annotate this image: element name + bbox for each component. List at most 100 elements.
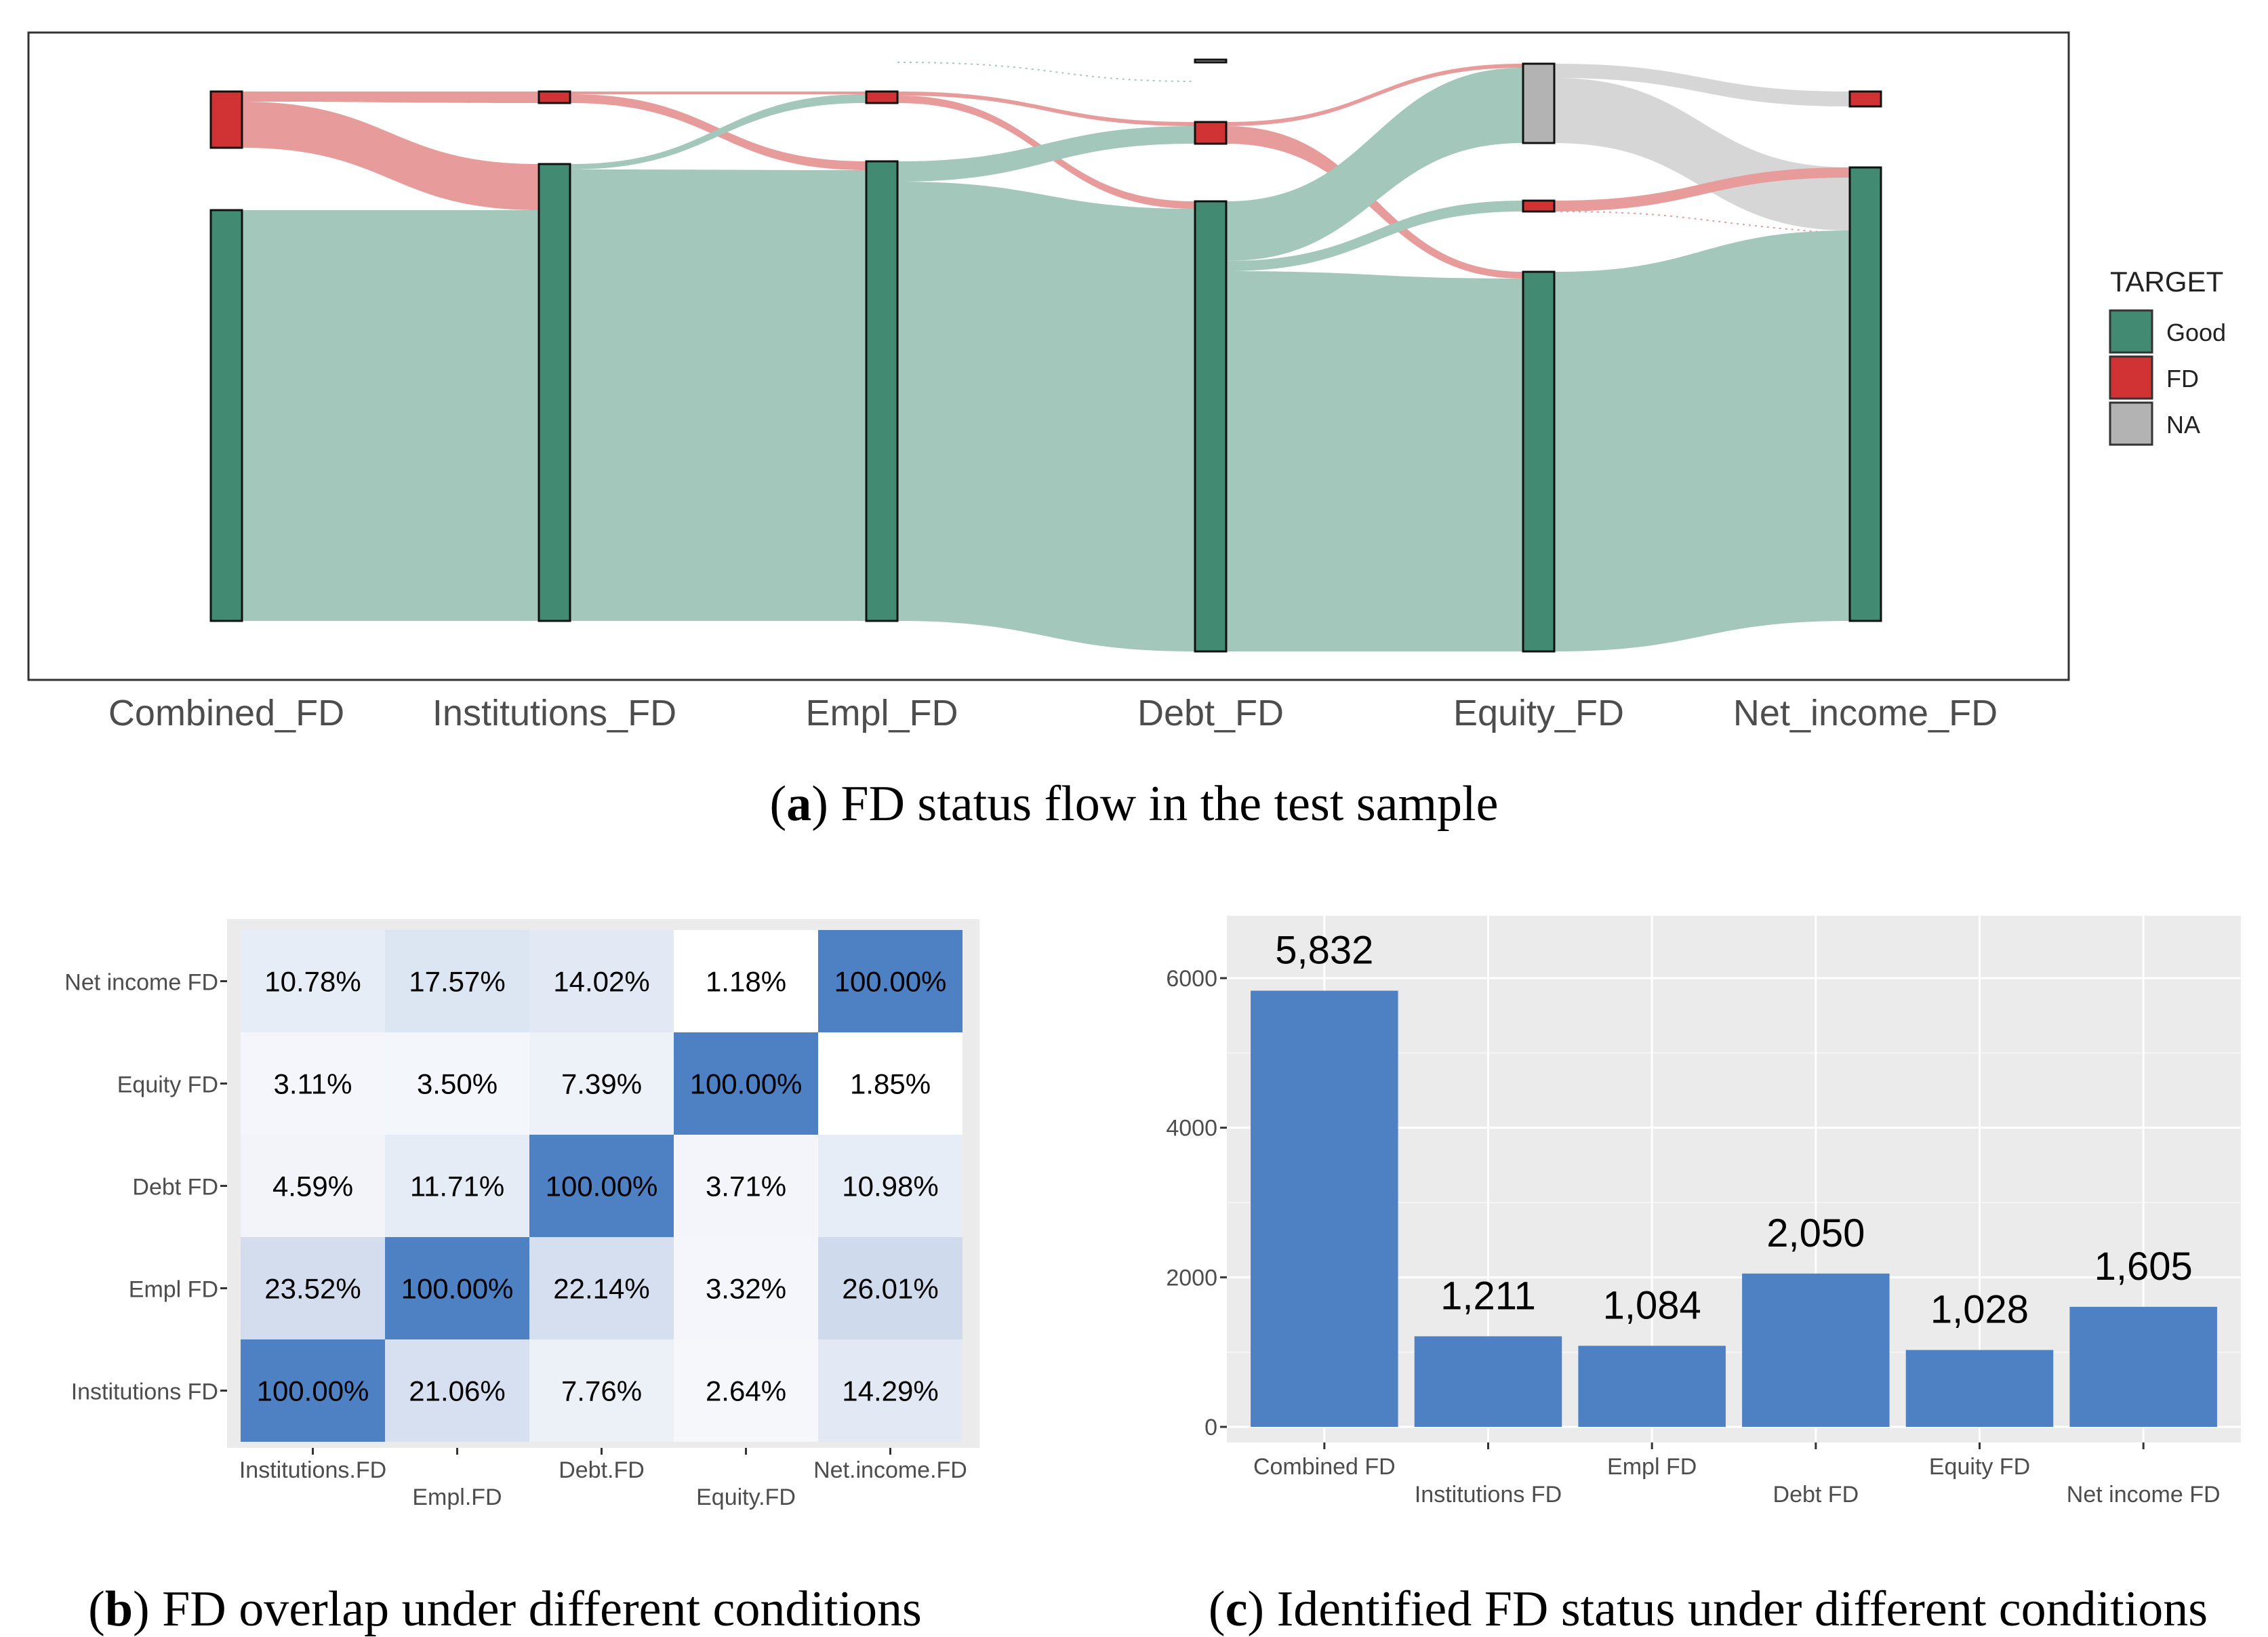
heatmap-chart: 10.78% 17.57% 14.02% 1.18% 100.00% 3.11% 3.50%… xyxy=(64,919,979,1510)
bar-chart: 0 2000 4000 6000 5,832 Combined FD 1,211 Instit… xyxy=(1166,916,2241,1508)
heatmap-cell-label: 10.78% xyxy=(264,966,361,998)
axis-label: Net_income_FD xyxy=(1733,693,1998,733)
flow-ribbon xyxy=(897,182,1195,651)
stratum-fd xyxy=(209,90,243,149)
caption-c: (c) Identified FD status under different… xyxy=(1209,1581,2208,1637)
stratum-good xyxy=(538,163,571,622)
caption-letter: c xyxy=(1226,1581,1248,1637)
heatmap-cell xyxy=(385,1032,529,1135)
heatmap-y-label: Institutions FD xyxy=(71,1379,218,1405)
heatmap-cell-label: 100.00% xyxy=(834,966,947,998)
sankey-strata xyxy=(209,58,1882,653)
y-tick-label: 2000 xyxy=(1166,1265,1217,1291)
heatmap-x-label: Net.income.FD xyxy=(813,1457,967,1483)
flow-ribbon xyxy=(570,169,866,621)
flow-ribbon xyxy=(1226,126,1523,279)
heatmap-cell xyxy=(385,1135,529,1237)
axis-label: Empl_FD xyxy=(805,693,958,733)
heatmap-cell xyxy=(241,1237,385,1339)
flow-ribbon xyxy=(897,92,1195,126)
bar xyxy=(2069,1306,2217,1427)
bar-value-label: 2,050 xyxy=(1766,1211,1865,1255)
bar xyxy=(1578,1346,1726,1427)
heatmap-cell xyxy=(674,1339,818,1442)
sankey-chart: Combined_FD Institutions_FD Empl_FD Debt_FD… xyxy=(27,31,2226,733)
axis-label: Equity_FD xyxy=(1453,693,1624,733)
heatmap-cell xyxy=(674,1032,818,1135)
bar-value-label: 5,832 xyxy=(1275,929,1373,973)
heatmap-cell-label: 100.00% xyxy=(257,1375,369,1407)
heatmap-y-label: Debt FD xyxy=(132,1175,218,1200)
heatmap-cell xyxy=(674,930,818,1032)
heatmap-cell-label: 100.00% xyxy=(546,1171,658,1203)
heatmap-cell xyxy=(529,1339,674,1442)
heatmap-cell xyxy=(674,1135,818,1237)
legend-key-good xyxy=(2109,309,2153,354)
legend-key-fd xyxy=(2109,355,2153,400)
heatmap-cell-label: 17.57% xyxy=(409,966,505,998)
heatmap-y-label: Net income FD xyxy=(64,970,218,996)
heatmap-cell xyxy=(818,1237,963,1339)
flow-ribbon xyxy=(1226,64,1523,126)
y-tick-label: 0 xyxy=(1204,1415,1217,1440)
y-tick-label: 4000 xyxy=(1166,1116,1217,1141)
heatmap-x-label: Equity.FD xyxy=(696,1484,796,1510)
stratum-good xyxy=(1194,200,1228,653)
heatmap-cell xyxy=(674,1237,818,1339)
flow-ribbon xyxy=(570,92,866,94)
caption-letter: b xyxy=(105,1581,133,1637)
heatmap-cell-label: 11.71% xyxy=(410,1171,504,1203)
legend-label: FD xyxy=(2166,365,2199,392)
heatmap-cell xyxy=(818,1339,963,1442)
heatmap-cell-label: 2.64% xyxy=(706,1375,786,1407)
heatmap-cell xyxy=(529,1135,674,1237)
stratum-na xyxy=(1522,62,1556,144)
caption-b: (b) FD overlap under different condition… xyxy=(88,1581,922,1637)
heatmap-x-label: Institutions.FD xyxy=(239,1457,386,1483)
flow-ribbon xyxy=(242,92,539,103)
heatmap-cell-label: 7.76% xyxy=(561,1375,642,1407)
stratum-fd xyxy=(865,90,899,104)
flow-ribbon xyxy=(242,210,539,621)
heatmap-cell-label: 23.52% xyxy=(264,1273,361,1305)
flow-ribbon xyxy=(1554,64,1850,106)
legend-label: NA xyxy=(2166,411,2200,439)
bar xyxy=(1742,1273,1890,1427)
stratum-good xyxy=(1848,166,1882,622)
legend-title: TARGET xyxy=(2110,266,2223,298)
heatmap-cell-label: 21.06% xyxy=(409,1375,505,1407)
stratum-good xyxy=(1522,270,1556,653)
axis-label: Debt_FD xyxy=(1137,693,1284,733)
caption-a: (a) FD status flow in the test sample xyxy=(770,776,1499,832)
flow-trace xyxy=(1554,211,1850,235)
heatmap-cell-label: 100.00% xyxy=(401,1273,514,1305)
x-tick-label: Combined FD xyxy=(1253,1454,1396,1480)
y-tick-label: 6000 xyxy=(1166,966,1217,992)
heatmap-cell xyxy=(818,930,963,1032)
caption-letter: a xyxy=(786,776,811,832)
stratum-good xyxy=(209,209,243,622)
legend-key-na xyxy=(2109,401,2153,446)
caption-text: ) FD status flow in the test sample xyxy=(811,776,1498,832)
stratum-na xyxy=(1194,58,1228,64)
heatmap-cell-label: 14.29% xyxy=(842,1375,938,1407)
heatmap-cell-label: 100.00% xyxy=(690,1068,803,1100)
x-tick-label: Equity FD xyxy=(1929,1454,2030,1480)
axis-label: Combined_FD xyxy=(108,693,344,733)
heatmap-cell xyxy=(529,1237,674,1339)
heatmap-y-label: Empl FD xyxy=(129,1277,218,1303)
stratum-good xyxy=(865,160,899,622)
bar xyxy=(1414,1336,1562,1427)
bar xyxy=(1251,990,1398,1427)
heatmap-cell-label: 1.85% xyxy=(850,1068,931,1100)
heatmap-cell-label: 26.01% xyxy=(842,1273,938,1305)
x-tick-label: Institutions FD xyxy=(1415,1482,1562,1508)
x-tick-label: Empl FD xyxy=(1607,1454,1697,1480)
stratum-fd xyxy=(1194,121,1228,145)
bar-value-label: 1,605 xyxy=(2094,1245,2193,1289)
heatmap-y-label: Equity FD xyxy=(117,1072,218,1098)
caption-open: ( xyxy=(1209,1581,1226,1637)
bar xyxy=(1905,1350,2054,1427)
legend: TARGET Good FD NA xyxy=(2109,266,2226,446)
heatmap-cell xyxy=(241,1135,385,1237)
